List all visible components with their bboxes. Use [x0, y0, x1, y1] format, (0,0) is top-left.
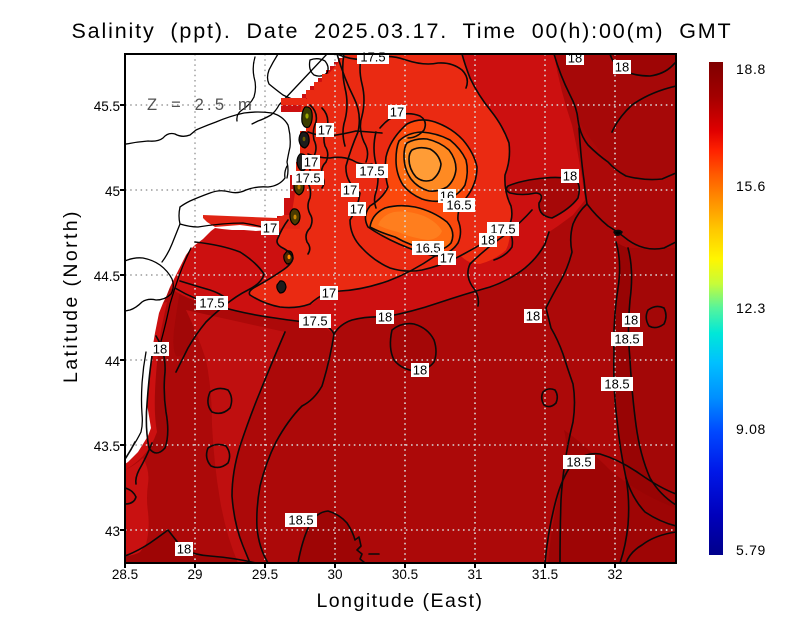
svg-text:17: 17 — [322, 286, 336, 301]
svg-text:16.5: 16.5 — [446, 198, 471, 213]
svg-text:18: 18 — [413, 363, 427, 378]
svg-text:17: 17 — [390, 105, 404, 120]
svg-text:18.5: 18.5 — [604, 377, 629, 392]
svg-text:9.08: 9.08 — [736, 421, 766, 437]
svg-text:45: 45 — [105, 184, 120, 199]
svg-text:18: 18 — [526, 309, 540, 324]
svg-text:17: 17 — [304, 155, 318, 170]
svg-text:18: 18 — [568, 51, 582, 66]
svg-text:18: 18 — [624, 313, 638, 328]
svg-text:28.5: 28.5 — [112, 567, 138, 582]
svg-text:18: 18 — [615, 60, 629, 75]
svg-text:32: 32 — [607, 567, 622, 582]
svg-text:17: 17 — [440, 251, 454, 266]
svg-text:43: 43 — [105, 524, 120, 539]
svg-text:Salinity (ppt). Date 2025.03.1: Salinity (ppt). Date 2025.03.17. Time 00… — [71, 19, 732, 43]
svg-text:17: 17 — [350, 202, 364, 217]
svg-text:29: 29 — [187, 567, 202, 582]
svg-text:31.5: 31.5 — [532, 567, 558, 582]
svg-text:17.5: 17.5 — [359, 164, 384, 179]
svg-text:17: 17 — [318, 123, 332, 138]
svg-text:43.5: 43.5 — [94, 439, 120, 454]
svg-text:45.5: 45.5 — [94, 99, 120, 114]
svg-text:5.79: 5.79 — [736, 542, 766, 558]
svg-text:17.5: 17.5 — [360, 50, 385, 65]
svg-text:18.5: 18.5 — [566, 455, 591, 470]
svg-text:30.5: 30.5 — [392, 567, 418, 582]
svg-text:Longitude (East): Longitude (East) — [316, 590, 483, 612]
svg-text:Latitude (North): Latitude (North) — [60, 209, 82, 383]
svg-text:44.5: 44.5 — [94, 269, 120, 284]
svg-text:44: 44 — [105, 354, 121, 369]
svg-text:18.8: 18.8 — [736, 61, 766, 77]
svg-text:18: 18 — [177, 542, 191, 557]
svg-text:Z = 2.5 m: Z = 2.5 m — [147, 96, 255, 114]
svg-text:29.5: 29.5 — [252, 567, 278, 582]
svg-text:18: 18 — [378, 310, 392, 325]
svg-text:17.5: 17.5 — [199, 296, 224, 311]
svg-text:17: 17 — [343, 183, 357, 198]
svg-text:18: 18 — [153, 342, 167, 357]
svg-text:18.5: 18.5 — [614, 332, 639, 347]
svg-text:12.3: 12.3 — [736, 300, 766, 316]
svg-text:31: 31 — [467, 567, 482, 582]
svg-text:17.5: 17.5 — [490, 222, 515, 237]
svg-text:17.5: 17.5 — [302, 314, 327, 329]
svg-text:15.6: 15.6 — [736, 178, 766, 194]
svg-text:18: 18 — [481, 233, 495, 248]
svg-text:18: 18 — [563, 169, 577, 184]
svg-text:18.5: 18.5 — [288, 513, 313, 528]
svg-text:16.5: 16.5 — [415, 241, 440, 256]
svg-text:30: 30 — [327, 567, 342, 582]
svg-text:17: 17 — [263, 221, 277, 236]
svg-text:17.5: 17.5 — [295, 171, 320, 186]
